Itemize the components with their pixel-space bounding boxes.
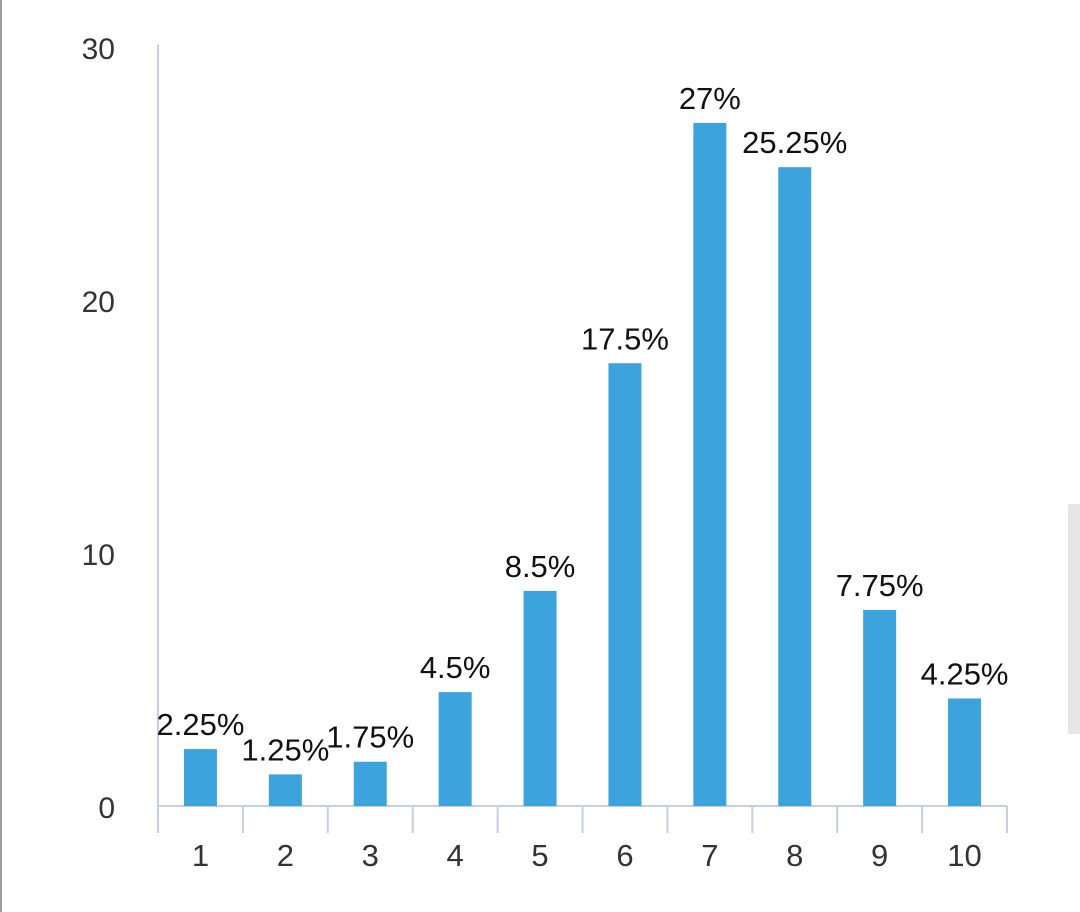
bar-7[interactable]: [693, 122, 727, 806]
y-tick-label-0: 0: [98, 792, 115, 825]
data-label-7: 27%: [679, 81, 741, 116]
y-tick-label-30: 30: [82, 33, 115, 66]
bar-10[interactable]: [948, 698, 982, 806]
chart-x-ticks: 1 2 3 4 5 6 7 8 9 10: [192, 838, 982, 873]
window-left-edge: [0, 0, 2, 912]
bar-5[interactable]: [523, 590, 557, 806]
x-tick-label-7: 7: [701, 838, 718, 873]
x-tick-label-3: 3: [362, 838, 379, 873]
data-label-10: 4.25%: [921, 656, 1009, 691]
data-label-8: 25.25%: [742, 125, 847, 160]
y-tick-label-20: 20: [82, 286, 115, 319]
x-tick-label-2: 2: [277, 838, 294, 873]
x-tick-label-1: 1: [192, 838, 209, 873]
x-tick-label-10: 10: [947, 838, 981, 873]
bar-3[interactable]: [353, 761, 387, 806]
side-panel-handle[interactable]: [1068, 504, 1080, 734]
data-label-4: 4.5%: [420, 650, 491, 685]
bar-2[interactable]: [268, 774, 302, 806]
chart-data-labels: 2.25%1.25%1.75%4.5% 8.5% 17.5% 27%25.25% 7.7…: [156, 81, 1008, 767]
bar-6[interactable]: [608, 363, 642, 806]
x-tick-label-5: 5: [531, 838, 548, 873]
x-tick-label-6: 6: [616, 838, 633, 873]
data-label-5: 8.5%: [505, 549, 576, 584]
bar-9[interactable]: [863, 609, 897, 806]
data-label-3: 1.75%: [326, 720, 414, 755]
data-label-2: 1.25%: [241, 732, 329, 767]
data-label-1: 2.25%: [156, 707, 244, 742]
y-tick-label-10: 10: [82, 539, 115, 572]
chart-y-ticks: 0 10 20 30: [82, 33, 115, 825]
bar-1[interactable]: [183, 749, 217, 806]
data-label-9: 7.75%: [836, 568, 924, 603]
bar-8[interactable]: [778, 167, 812, 807]
x-tick-label-8: 8: [786, 838, 803, 873]
chart-bars: [183, 122, 982, 807]
x-tick-label-9: 9: [871, 838, 888, 873]
bar-4[interactable]: [438, 692, 472, 806]
data-label-6: 17.5%: [581, 321, 669, 356]
x-tick-label-4: 4: [447, 838, 464, 873]
